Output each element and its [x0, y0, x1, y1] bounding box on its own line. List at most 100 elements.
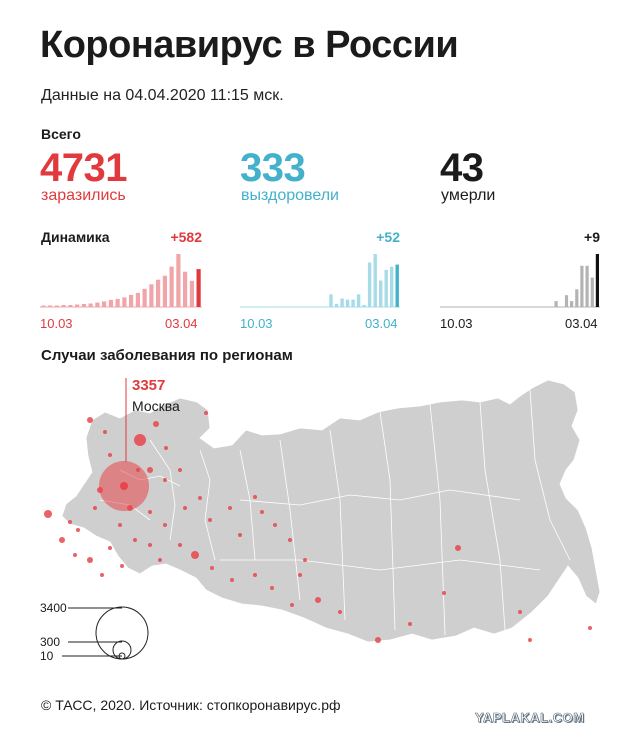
legend-label-3400: 3400: [40, 601, 67, 615]
region-case-dot: [87, 557, 93, 563]
region-case-dot: [408, 622, 412, 626]
deaths-bar: [554, 301, 558, 307]
legend-label-10: 10: [40, 649, 54, 663]
region-case-dot: [108, 546, 112, 550]
source-credit: © ТАСС, 2020. Источник: стопкоронавирус.…: [41, 697, 341, 713]
moscow-marker: [99, 378, 149, 511]
region-case-dot: [204, 411, 208, 415]
deaths-bar: [580, 265, 584, 307]
region-case-dot: [260, 510, 264, 514]
region-case-dot: [315, 597, 321, 603]
region-case-dot: [133, 538, 137, 542]
region-case-dot: [518, 610, 522, 614]
totals-heading: Всего: [41, 126, 81, 142]
region-case-dot: [108, 453, 112, 457]
legend-label-300: 300: [40, 635, 61, 649]
infected-x-start: 10.03: [40, 316, 73, 331]
region-case-dot: [163, 478, 167, 482]
region-case-dot: [198, 496, 202, 500]
deaths-bar: [575, 289, 579, 307]
region-case-dot: [153, 421, 159, 427]
infected-bar: [149, 284, 154, 307]
infected-bar: [41, 305, 46, 307]
region-case-dot: [118, 523, 122, 527]
region-case-dot: [178, 543, 182, 547]
region-case-dot: [442, 591, 446, 595]
region-case-dot: [148, 510, 152, 514]
region-case-dot: [93, 506, 97, 510]
infected-bar: [48, 305, 53, 307]
region-case-dot: [134, 434, 146, 446]
infected-bar: [75, 304, 80, 307]
infected-bar: [61, 305, 66, 307]
infected-total: 4731: [40, 146, 127, 190]
watermark-logo: YAPLAKAL.COM: [475, 710, 585, 726]
recovered-bar: [340, 298, 344, 307]
region-case-dot: [120, 564, 124, 568]
recovered-x-end: 03.04: [365, 316, 398, 331]
infected-bar: [54, 305, 59, 307]
region-case-dot: [270, 586, 274, 590]
deaths-bar: [570, 301, 574, 307]
region-case-dot: [164, 446, 168, 450]
deaths-bar: [590, 277, 594, 307]
region-case-dot: [303, 558, 307, 562]
infected-bar: [183, 271, 188, 307]
region-case-dot: [253, 573, 257, 577]
region-case-dot: [44, 510, 52, 518]
region-case-dot: [163, 523, 167, 527]
recovered-bar: [362, 304, 366, 307]
region-case-dot: [375, 637, 381, 643]
russia-territory: [61, 379, 601, 643]
moscow-label: Москва: [132, 398, 180, 414]
infected-bar: [156, 279, 161, 307]
deaths-delta: +9: [584, 229, 600, 245]
recovered-x-start: 10.03: [240, 316, 273, 331]
infected-bar: [102, 301, 107, 307]
infected-bar: [142, 288, 147, 307]
region-case-dot: [298, 573, 302, 577]
infected-bar: [176, 254, 181, 307]
recovered-bar: [367, 262, 372, 307]
recovered-bar: [356, 294, 361, 307]
region-case-dot: [338, 610, 342, 614]
region-case-dot: [273, 523, 277, 527]
dynamics-heading: Динамика: [41, 229, 110, 245]
region-case-dot: [191, 551, 199, 559]
recovered-bar: [390, 266, 394, 307]
deaths-bar: [564, 295, 569, 307]
region-case-dot: [455, 545, 461, 551]
deaths-bar: [595, 254, 599, 307]
recovered-bar: [329, 294, 333, 307]
deaths-x-start: 10.03: [440, 316, 473, 331]
deaths-label: умерли: [441, 187, 496, 204]
region-case-dot: [178, 468, 182, 472]
region-case-dot: [210, 566, 214, 570]
infected-bar: [162, 275, 167, 307]
infected-bar: [81, 304, 86, 307]
region-case-dot: [230, 578, 234, 582]
region-case-dot: [238, 533, 242, 537]
infected-bar: [115, 298, 120, 307]
recovered-bar: [384, 269, 388, 307]
recovered-bar: [334, 303, 339, 307]
region-case-dot: [588, 626, 592, 630]
infected-bar: [88, 303, 93, 307]
recovered-label: выздоровели: [241, 187, 339, 204]
deaths-x-end: 03.04: [565, 316, 598, 331]
infected-bar: [196, 269, 201, 307]
infected-bar: [108, 299, 113, 307]
region-case-dot: [103, 430, 107, 434]
region-case-dot: [100, 573, 104, 577]
data-timestamp: Данные на 04.04.2020 11:15 мск.: [41, 87, 284, 104]
recovered-delta: +52: [376, 229, 400, 245]
infected-bar: [95, 302, 100, 307]
infected-bar: [129, 294, 134, 307]
region-case-dot: [183, 506, 187, 510]
region-case-dot: [76, 528, 80, 532]
region-case-dot: [158, 558, 162, 562]
region-case-dot: [290, 603, 294, 607]
legend-circle-3400: [95, 606, 149, 660]
